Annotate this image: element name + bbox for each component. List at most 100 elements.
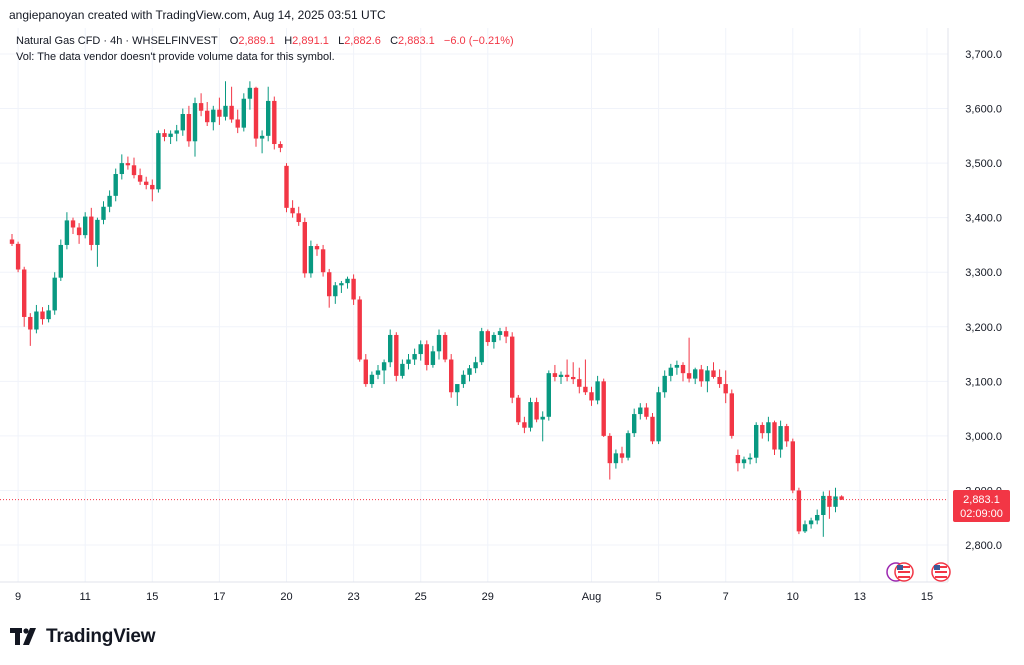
candle-up [119, 154, 124, 180]
candle-down [320, 244, 326, 277]
candle-up [95, 217, 100, 267]
candle-up [168, 130, 173, 145]
candle-body [400, 363, 405, 376]
candle-down [619, 446, 625, 464]
candle-body [9, 239, 15, 244]
candle-body [790, 441, 795, 491]
candle-up [339, 280, 344, 293]
candle-body [717, 376, 722, 385]
candle-down [717, 369, 722, 388]
time-tick-label: 20 [280, 591, 292, 603]
candle-body [34, 311, 39, 330]
price-tick-label: 3,500.0 [965, 158, 1002, 170]
candle-body [839, 496, 844, 500]
candle-down [253, 86, 259, 147]
candle-body [461, 374, 466, 385]
candle-body [327, 272, 332, 297]
price-tick-label: 3,200.0 [965, 322, 1002, 334]
high-label: H [284, 35, 293, 47]
candle-body [119, 163, 124, 175]
candle-body [613, 453, 619, 464]
candle-up [815, 509, 820, 525]
candle-body [308, 246, 314, 274]
economic-event-markers[interactable] [886, 562, 951, 582]
price-tick-label: 2,800.0 [965, 540, 1002, 552]
low-label: L [338, 35, 345, 47]
candle-body [369, 374, 375, 385]
candle-up [430, 345, 436, 368]
candle-up [467, 364, 472, 382]
candle-body [754, 424, 759, 458]
candle-up [528, 397, 533, 432]
candle-up [546, 370, 551, 421]
candle-down [296, 206, 301, 226]
candle-down [150, 179, 155, 202]
candle-down [723, 370, 728, 404]
candle-body [741, 459, 747, 464]
high-value: 2,891.1 [292, 35, 329, 47]
candle-body [95, 219, 100, 245]
candle-up [595, 375, 600, 405]
candle-body [52, 277, 57, 311]
candle-body [113, 174, 118, 196]
chart-grid [0, 28, 949, 583]
chart-legend: Natural Gas CFD · 4h · WHSELFINVEST O2,8… [16, 33, 514, 65]
candle-body [375, 370, 381, 375]
candle-body [259, 135, 265, 139]
volume-note: Vol: The data vendor doesn't provide vol… [16, 51, 335, 63]
last-price-label: 2,883.1 02:09:00 [953, 490, 1010, 522]
ohlc-row: Natural Gas CFD · 4h · WHSELFINVEST O2,8… [16, 33, 514, 49]
candle-up [418, 340, 423, 361]
open-label: O [229, 35, 239, 47]
candle-body [296, 213, 301, 223]
candle-body [778, 426, 783, 450]
bar-countdown: 02:09:00 [960, 508, 1003, 520]
time-tick-label: 10 [787, 591, 799, 603]
tradingview-logo[interactable]: TradingView [10, 625, 156, 649]
candle-down [790, 438, 795, 494]
change-value: −6.0 (−0.21%) [443, 35, 514, 47]
candle-body [436, 334, 442, 352]
candle-body [802, 524, 808, 532]
candle-body [125, 163, 131, 166]
candle-down [699, 364, 704, 387]
candle-body [217, 109, 222, 117]
candle-body [705, 370, 710, 382]
candle-down [839, 495, 844, 500]
candle-up [388, 329, 393, 368]
candle-body [674, 364, 680, 368]
candle-body [528, 402, 533, 428]
candle-body [686, 373, 692, 379]
candle-down [583, 359, 588, 395]
candle-up [497, 327, 503, 341]
candle-up [83, 212, 88, 239]
candle-up [369, 371, 375, 388]
candle-body [58, 244, 63, 278]
candle-down [589, 386, 594, 406]
candle-down [235, 109, 240, 134]
candle-down [394, 332, 399, 382]
candle-down [735, 449, 741, 472]
candle-up [64, 212, 70, 250]
candle-body [583, 386, 588, 393]
candle-body [747, 457, 753, 460]
candle-down [125, 156, 131, 170]
candle-down [442, 332, 448, 363]
candle-body [479, 331, 484, 363]
candle-body [442, 334, 448, 360]
candle-up [345, 276, 350, 289]
candle-up [693, 367, 698, 385]
candle-down [351, 274, 356, 305]
candle-body [534, 402, 539, 420]
candle-body [186, 114, 192, 142]
candle-down [711, 362, 716, 379]
candle-body [711, 370, 716, 377]
candle-up [833, 487, 838, 513]
candle-body [632, 414, 637, 434]
candle-down [564, 359, 570, 382]
candle-body [70, 220, 76, 228]
candle-down [70, 217, 76, 235]
candle-body [723, 384, 728, 394]
candle-up [662, 370, 667, 398]
